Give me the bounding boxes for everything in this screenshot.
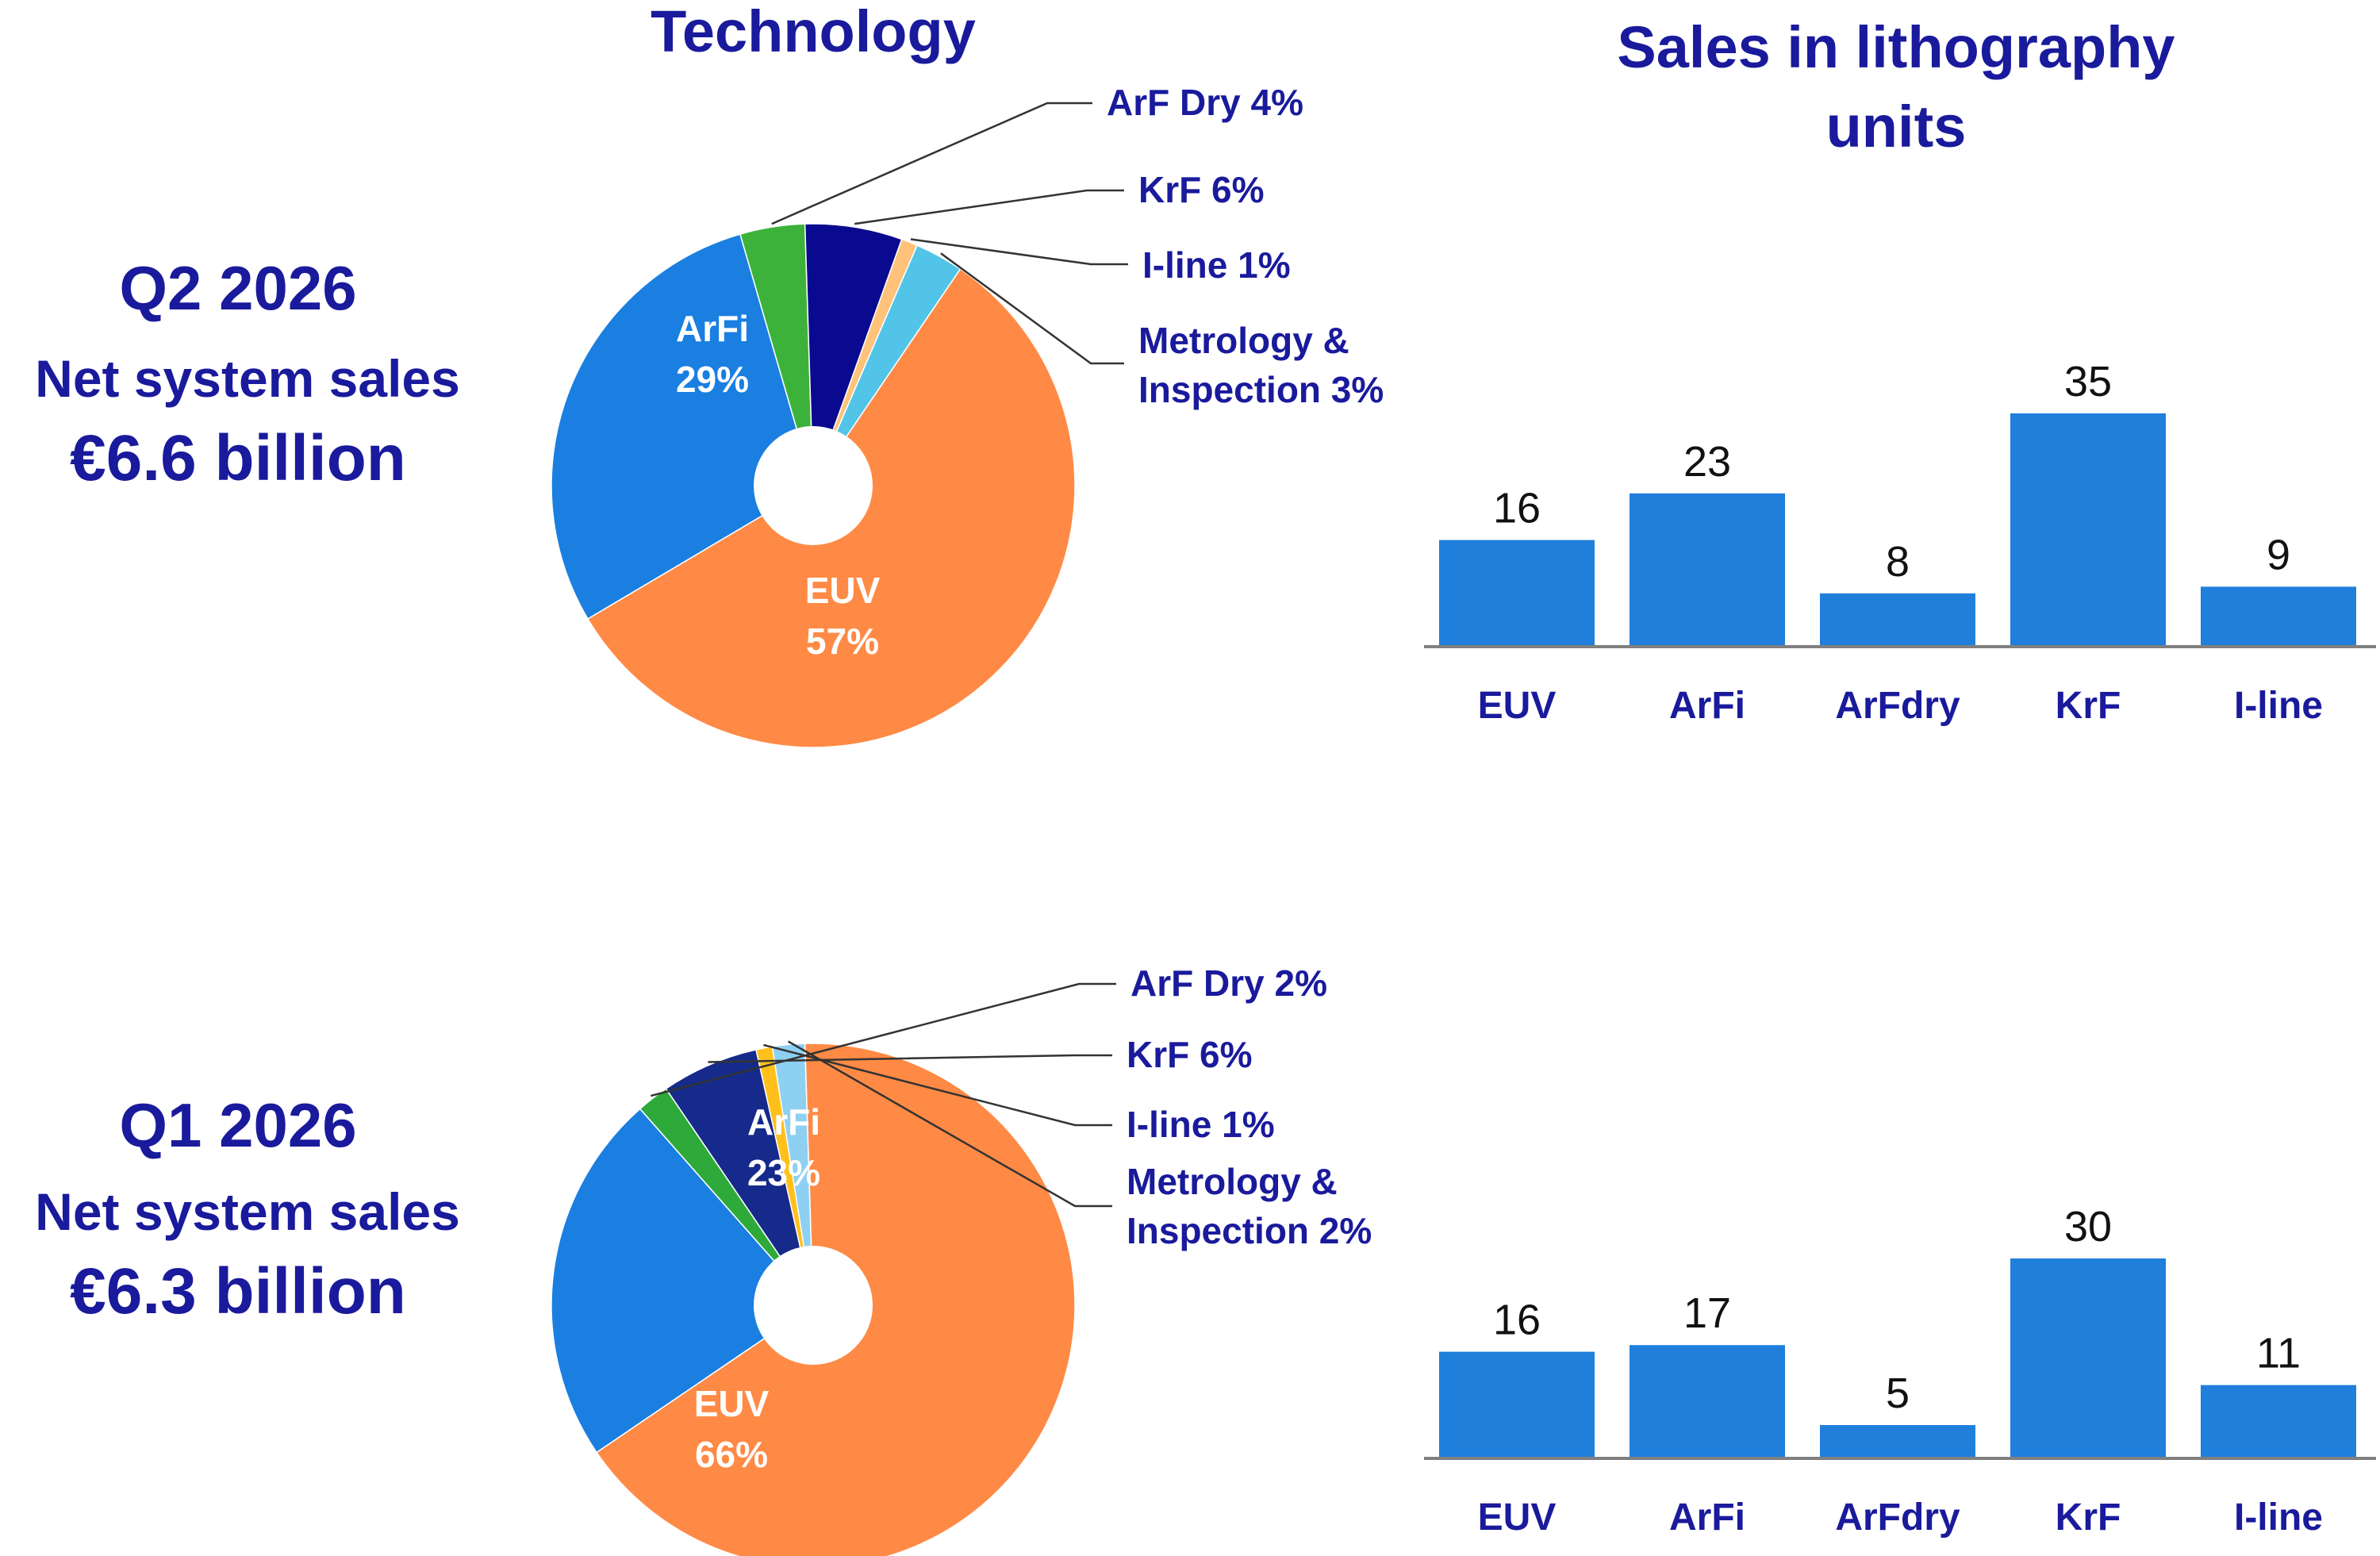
bar-krf bbox=[2010, 1258, 2166, 1458]
x-tick-label-arfi: ArFi bbox=[1669, 685, 1745, 727]
x-tick-label-krf: KrF bbox=[2056, 685, 2121, 727]
q2-units-bar-chart: 16 EUV 23 ArFi 8 ArFdry 35 KrF 9 I-line bbox=[1424, 358, 2376, 727]
x-tick-label-euv: EUV bbox=[1478, 685, 1557, 727]
pie-label-arfi: 29% bbox=[676, 359, 749, 400]
pie-center-hole bbox=[754, 426, 873, 545]
pie-label-arfi: ArFi bbox=[676, 308, 749, 349]
bar-arfi bbox=[1630, 493, 1785, 647]
pie-label-arfi: ArFi bbox=[747, 1101, 820, 1143]
pie-label-euv: EUV bbox=[694, 1383, 770, 1424]
q1-units-bar-chart: 16 EUV 17 ArFi 5 ArFdry 30 KrF 11 I-line bbox=[1424, 1203, 2376, 1539]
x-tick-label-arfdry: ArFdry bbox=[1835, 685, 1960, 727]
pie-label-arf-dry: ArF Dry 4% bbox=[1107, 82, 1303, 123]
pie-label-arfi: 23% bbox=[747, 1152, 820, 1193]
pie-label-i-line: I-line 1% bbox=[1127, 1104, 1275, 1145]
q2-technology-pie: EUV 57% ArFi 29% ArF Dry 4% KrF 6% I-line 1% Me… bbox=[551, 82, 1384, 748]
q1-period-label: Q1 2026 bbox=[119, 1090, 356, 1160]
technology-heading: Technology bbox=[651, 0, 976, 64]
pie-leader-line-i-line bbox=[763, 1043, 1112, 1127]
bar-arfdry bbox=[1820, 1425, 1975, 1458]
q2-subtitle: Net system sales bbox=[35, 349, 460, 408]
q1-technology-pie: EUV 66% ArFi 23% ArF Dry 2% KrF 6% I-line 1% Me… bbox=[551, 962, 1372, 1556]
bar-value-label-arfdry: 8 bbox=[1886, 538, 1910, 586]
bar-krf bbox=[2010, 413, 2166, 647]
x-tick-label-i-line: I-line bbox=[2234, 1496, 2323, 1539]
bar-value-label-krf: 30 bbox=[2064, 1203, 2112, 1251]
pie-leader-line-i-line bbox=[910, 238, 1128, 266]
q2-amount: €6.6 billion bbox=[70, 422, 406, 494]
bar-value-label-arfi: 23 bbox=[1683, 438, 1731, 486]
sales-units-heading-line-1: Sales in lithography bbox=[1617, 14, 2175, 80]
bar-value-label-i-line: 11 bbox=[2256, 1330, 2301, 1377]
pie-label-euv: EUV bbox=[805, 570, 881, 611]
bar-value-label-arfdry: 5 bbox=[1886, 1370, 1910, 1417]
pie-slice-krf bbox=[665, 1049, 814, 1306]
bar-i-line bbox=[2201, 1385, 2356, 1458]
pie-label-metrology-inspection: Inspection 2% bbox=[1127, 1210, 1372, 1251]
pie-label-metrology-inspection: Metrology & bbox=[1127, 1161, 1338, 1202]
x-tick-label-euv: EUV bbox=[1478, 1496, 1557, 1539]
bar-i-line bbox=[2201, 586, 2356, 647]
pie-slice-krf bbox=[804, 223, 903, 486]
x-tick-label-i-line: I-line bbox=[2234, 685, 2323, 727]
pie-label-euv: 66% bbox=[695, 1434, 768, 1475]
sales-units-heading-line-2: units bbox=[1826, 94, 1967, 159]
q1-subtitle: Net system sales bbox=[35, 1182, 460, 1241]
bar-arfi bbox=[1630, 1345, 1785, 1458]
pie-leader-line-krf bbox=[854, 189, 1124, 225]
bar-euv bbox=[1439, 540, 1595, 647]
pie-label-krf: KrF 6% bbox=[1127, 1034, 1252, 1075]
pie-leader-line-metrology-inspection bbox=[787, 1040, 1112, 1208]
pie-label-krf: KrF 6% bbox=[1138, 169, 1264, 210]
q2-period-label: Q2 2026 bbox=[119, 253, 356, 323]
pie-label-i-line: I-line 1% bbox=[1142, 244, 1291, 286]
bar-value-label-euv: 16 bbox=[1493, 485, 1541, 532]
pie-slice-arfi bbox=[551, 233, 814, 620]
bar-value-label-i-line: 9 bbox=[2267, 531, 2290, 578]
pie-center-hole bbox=[754, 1246, 873, 1365]
pie-label-euv: 57% bbox=[806, 620, 879, 662]
x-tick-label-krf: KrF bbox=[2056, 1496, 2121, 1539]
pie-slice-arfi bbox=[551, 1108, 815, 1454]
pie-leader-line-arf-dry bbox=[771, 102, 1092, 225]
bar-euv bbox=[1439, 1351, 1595, 1458]
pie-leader-line-metrology-inspection bbox=[940, 252, 1124, 365]
x-tick-label-arfi: ArFi bbox=[1669, 1496, 1745, 1539]
pie-label-arf-dry: ArF Dry 2% bbox=[1130, 962, 1327, 1004]
pie-leader-line-krf bbox=[708, 1054, 1112, 1063]
q1-amount: €6.3 billion bbox=[70, 1255, 406, 1327]
pie-label-metrology-inspection: Inspection 3% bbox=[1138, 369, 1384, 410]
bar-value-label-euv: 16 bbox=[1493, 1297, 1541, 1344]
x-tick-label-arfdry: ArFdry bbox=[1835, 1496, 1960, 1539]
pie-leader-line-arf-dry bbox=[650, 982, 1116, 1097]
bar-value-label-krf: 35 bbox=[2064, 358, 2112, 405]
pie-label-metrology-inspection: Metrology & bbox=[1138, 320, 1349, 361]
bar-arfdry bbox=[1820, 593, 1975, 647]
bar-value-label-arfi: 17 bbox=[1683, 1289, 1731, 1337]
